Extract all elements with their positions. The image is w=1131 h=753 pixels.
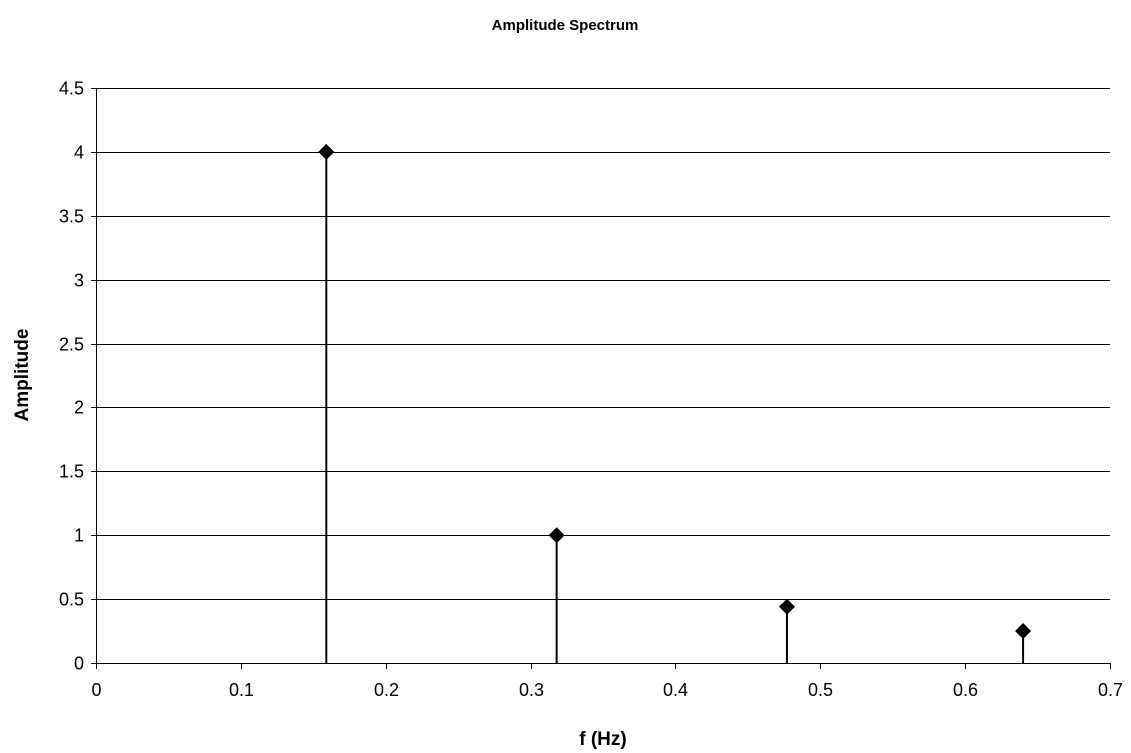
y-axis: 0 0.5 1 1.5 2 2.5 3 3.5 4 4.5 xyxy=(59,79,97,674)
chart-title: Amplitude Spectrum xyxy=(492,17,639,34)
y-tick-label-9: 4.5 xyxy=(59,79,84,99)
y-tick-label-5: 2.5 xyxy=(59,335,84,355)
y-tick-label-3: 1.5 xyxy=(59,462,84,482)
y-tick-label-6: 3 xyxy=(74,271,84,291)
x-tick-label-2: 0.2 xyxy=(374,680,399,700)
y-tick-label-4: 2 xyxy=(74,398,84,418)
y-tick-label-0: 0 xyxy=(74,654,84,674)
y-tick-label-1: 0.5 xyxy=(59,590,84,610)
x-tick-label-0: 0 xyxy=(91,680,101,700)
data-series xyxy=(318,143,1032,663)
data-point-0 xyxy=(318,143,335,160)
y-axis-label: Amplitude xyxy=(12,329,33,422)
x-axis: 0 0.1 0.2 0.3 0.4 0.5 0.6 0.7 xyxy=(91,663,1123,700)
x-axis-label: f (Hz) xyxy=(579,729,626,750)
data-point-3 xyxy=(1015,623,1032,640)
x-tick-label-6: 0.6 xyxy=(953,680,978,700)
data-point-1 xyxy=(548,527,565,544)
gridlines xyxy=(96,88,1110,600)
x-tick-label-1: 0.1 xyxy=(229,680,254,700)
data-point-2 xyxy=(778,598,795,615)
x-tick-label-4: 0.4 xyxy=(663,680,688,700)
x-tick-label-3: 0.3 xyxy=(519,680,544,700)
y-tick-label-8: 4 xyxy=(74,143,84,163)
y-tick-label-7: 3.5 xyxy=(59,207,84,227)
x-tick-label-5: 0.5 xyxy=(808,680,833,700)
y-tick-label-2: 1 xyxy=(74,526,84,546)
x-tick-label-7: 0.7 xyxy=(1098,680,1123,700)
